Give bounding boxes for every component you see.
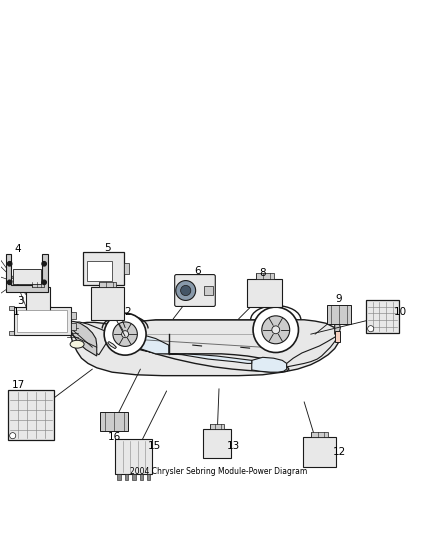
Text: 5: 5 xyxy=(104,243,111,253)
Text: 1: 1 xyxy=(13,308,19,317)
Bar xyxy=(303,437,336,467)
Circle shape xyxy=(253,307,298,352)
Circle shape xyxy=(122,330,129,338)
Bar xyxy=(32,282,44,287)
Bar xyxy=(10,306,14,310)
Bar xyxy=(17,310,67,332)
Bar xyxy=(82,252,124,285)
Bar xyxy=(8,390,54,440)
Bar xyxy=(10,331,14,335)
Polygon shape xyxy=(287,334,339,367)
Bar xyxy=(117,474,121,480)
Bar xyxy=(132,474,136,480)
Bar xyxy=(327,305,351,325)
Bar xyxy=(13,269,41,284)
Circle shape xyxy=(10,433,16,439)
Circle shape xyxy=(367,326,374,332)
Text: 16: 16 xyxy=(108,432,121,442)
Bar xyxy=(14,307,71,335)
Bar xyxy=(335,330,340,342)
Text: 8: 8 xyxy=(259,268,266,278)
Polygon shape xyxy=(112,330,169,354)
Circle shape xyxy=(42,262,46,266)
Bar xyxy=(210,424,224,429)
Bar xyxy=(26,287,50,311)
Text: 4: 4 xyxy=(15,244,21,254)
Bar xyxy=(115,439,152,474)
Bar xyxy=(147,474,150,480)
Polygon shape xyxy=(66,321,97,356)
Circle shape xyxy=(272,326,280,334)
Text: 2: 2 xyxy=(124,308,131,317)
Circle shape xyxy=(176,280,196,301)
Text: 12: 12 xyxy=(332,447,346,457)
Text: 15: 15 xyxy=(148,440,162,450)
Polygon shape xyxy=(252,357,287,372)
Bar xyxy=(204,286,213,295)
Circle shape xyxy=(262,316,290,344)
Text: 9: 9 xyxy=(336,294,343,304)
Ellipse shape xyxy=(70,340,84,348)
Bar xyxy=(87,261,112,281)
Polygon shape xyxy=(335,321,340,334)
Bar xyxy=(256,273,274,279)
Bar xyxy=(99,282,116,287)
Text: 6: 6 xyxy=(194,266,201,276)
Circle shape xyxy=(113,322,138,346)
Bar xyxy=(124,263,129,274)
Text: 17: 17 xyxy=(11,380,25,390)
Polygon shape xyxy=(6,254,48,292)
Bar xyxy=(140,474,143,480)
Polygon shape xyxy=(108,342,117,349)
Bar xyxy=(247,279,283,307)
Bar xyxy=(71,323,76,330)
Bar xyxy=(71,312,76,319)
Circle shape xyxy=(180,285,191,296)
Polygon shape xyxy=(109,333,289,372)
FancyBboxPatch shape xyxy=(175,274,215,306)
Circle shape xyxy=(7,280,12,285)
Text: 2004 Chrysler Sebring Module-Power Diagram: 2004 Chrysler Sebring Module-Power Diagr… xyxy=(131,467,307,476)
Text: 3: 3 xyxy=(17,296,24,306)
Bar xyxy=(311,432,328,437)
Polygon shape xyxy=(66,320,339,376)
Text: 10: 10 xyxy=(394,308,407,317)
Bar xyxy=(125,474,128,480)
Circle shape xyxy=(104,313,146,355)
Bar xyxy=(91,287,124,320)
Circle shape xyxy=(7,262,12,266)
Bar xyxy=(100,411,128,431)
Text: 13: 13 xyxy=(227,440,240,450)
Polygon shape xyxy=(169,354,252,364)
Bar xyxy=(203,429,231,457)
Bar xyxy=(366,300,399,333)
Polygon shape xyxy=(68,322,112,354)
Circle shape xyxy=(42,280,46,285)
